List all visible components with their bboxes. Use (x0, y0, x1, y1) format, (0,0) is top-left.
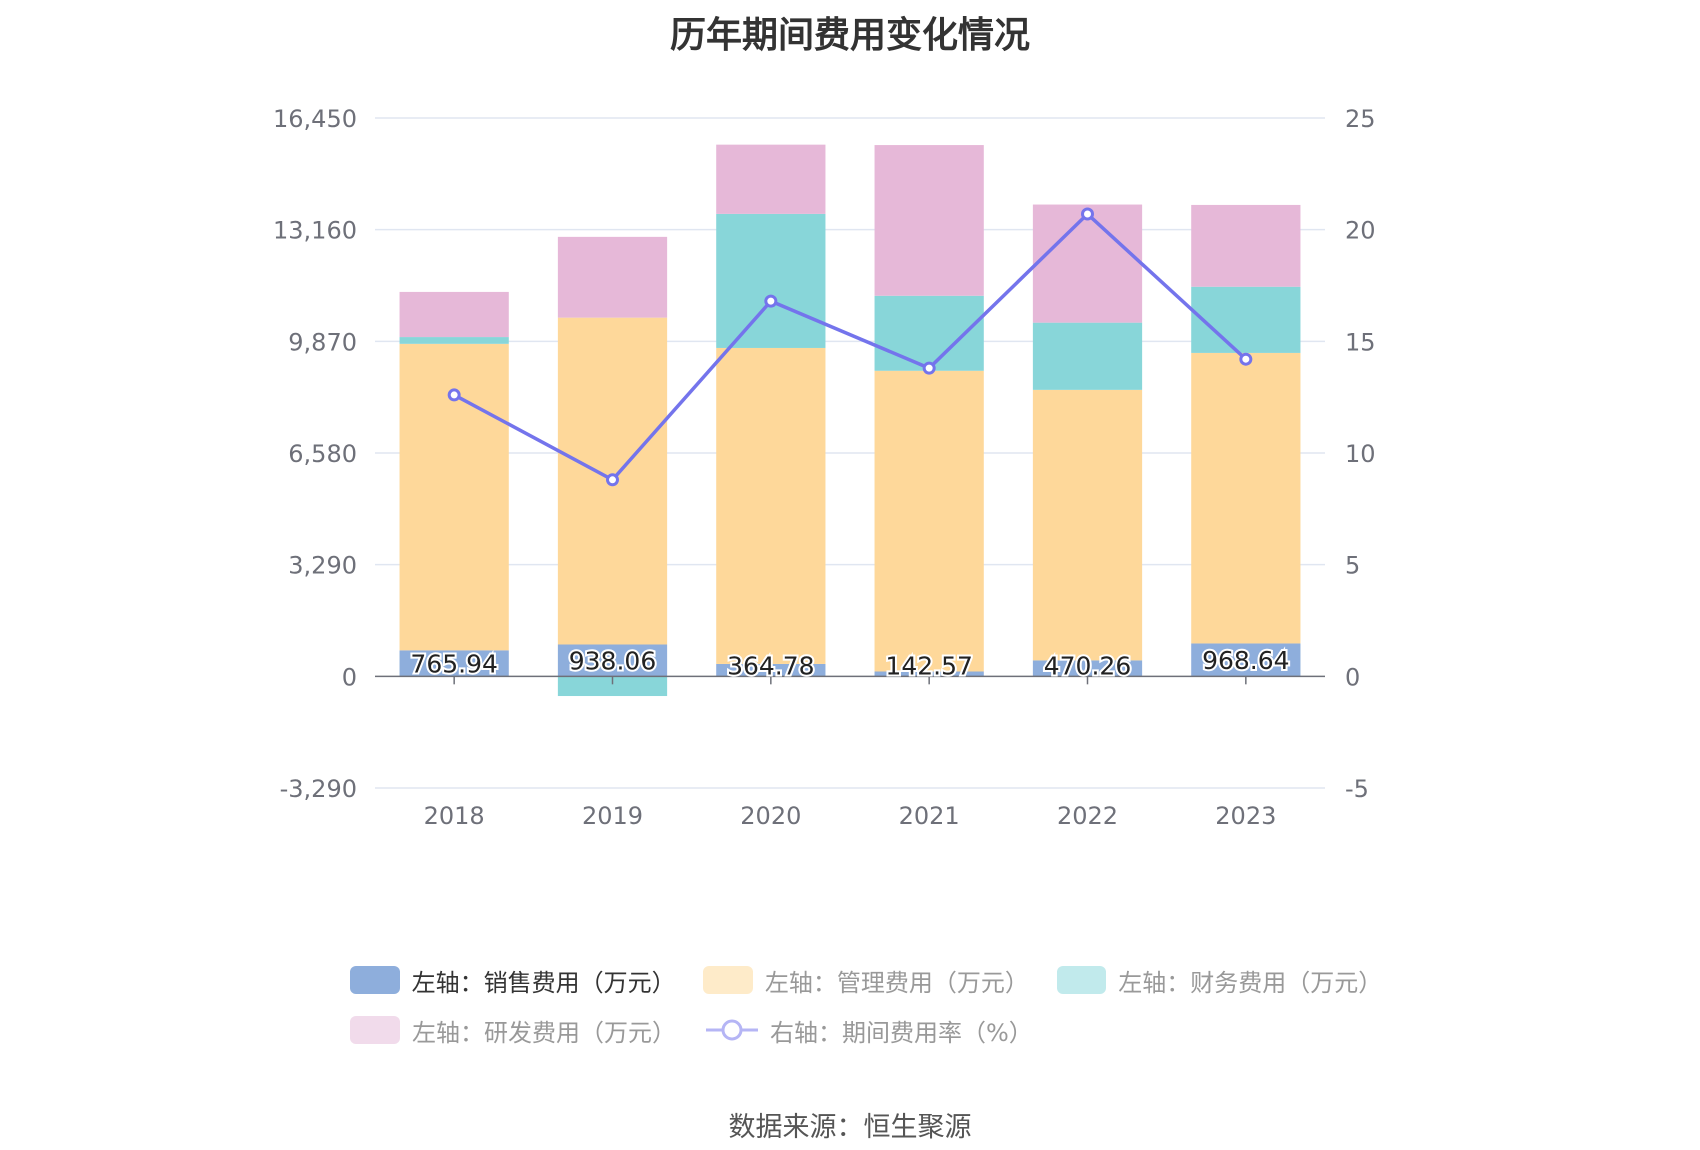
bar-segment (874, 145, 984, 296)
legend-line-rate-icon (706, 1019, 758, 1041)
axis-layer: 16,450 25 13,160 20 9,870 15 6,580 10 3,290 5 0 0 -3… (273, 105, 1376, 830)
bar-segment (1032, 322, 1143, 390)
rate-point (1239, 352, 1253, 366)
bar-segment (557, 644, 668, 677)
rate-point (764, 294, 778, 308)
bar-segment (399, 291, 509, 338)
legend-label-sales: 左轴：销售费用（万元） (411, 968, 676, 997)
bar-data-label: 765.94 (410, 649, 497, 678)
bar-segment (557, 676, 668, 697)
bar-data-label: 968.64 (1202, 646, 1289, 675)
legend-row-1: 左轴：销售费用（万元） 左轴：管理费用（万元） 左轴：财务费用（万元） (350, 955, 1410, 1005)
legend-swatch-finance (1056, 966, 1107, 994)
legend-label-rnd: 左轴：研发费用（万元） (412, 1018, 676, 1047)
legend-item-finance[interactable]: 左轴：财务费用（万元） (1056, 963, 1383, 998)
left-tick-label: 6,580 (288, 440, 357, 468)
left-tick-label: 16,450 (273, 105, 357, 133)
x-tick-label: 2020 (740, 802, 801, 830)
rate-point (922, 361, 936, 375)
right-tick-label: -5 (1345, 775, 1369, 803)
legend-swatch-rnd (350, 1016, 400, 1044)
legend-item-rnd[interactable]: 左轴：研发费用（万元） (350, 1013, 676, 1048)
legend-item-rate[interactable]: 右轴：期间费用率（%） (706, 1013, 1033, 1048)
bar-segment (399, 650, 509, 677)
grid-lines (375, 117, 1325, 789)
data-source: 数据来源：恒生聚源 (728, 1112, 972, 1143)
data-label-layer: 765.94 938.06 364.78 142.57 470.26 968.64 (408, 644, 1291, 682)
bar-segment (557, 236, 668, 318)
right-tick-label: 10 (1345, 440, 1376, 468)
left-tick-label: 13,160 (273, 217, 357, 245)
right-tick-label: 5 (1345, 552, 1360, 580)
bar-data-label: 142.57 (885, 651, 972, 680)
bar-segment (716, 347, 826, 664)
x-tick-label: 2019 (582, 802, 643, 830)
rate-point (1081, 207, 1094, 221)
legend-label-finance: 左轴：财务费用（万元） (1118, 968, 1383, 997)
rate-point (447, 388, 461, 402)
bar-data-label: 470.26 (1044, 651, 1131, 680)
bar-segment (716, 663, 826, 677)
chart-title: 历年期间费用变化情况 (669, 15, 1030, 56)
bar-segment (874, 671, 984, 677)
x-tick-label: 2022 (1057, 802, 1118, 830)
x-tick-label: 2023 (1215, 802, 1276, 830)
bar-segment (1191, 204, 1301, 287)
bar-data-label: 364.78 (727, 651, 814, 680)
left-tick-label: 9,870 (288, 328, 357, 356)
left-tick-label: 3,290 (288, 552, 357, 580)
bar-segment (1191, 643, 1301, 677)
legend-label-admin: 左轴：管理费用（万元） (764, 968, 1029, 997)
bar-segment (716, 144, 826, 214)
rate-point (606, 473, 619, 487)
legend-swatch-sales (350, 966, 400, 994)
left-tick-label: 0 (342, 663, 357, 691)
bar-segment (1191, 352, 1301, 644)
right-tick-label: 0 (1345, 663, 1360, 691)
bar-segment (1032, 204, 1143, 323)
bar-data-label: 938.06 (569, 646, 656, 675)
legend-item-admin[interactable]: 左轴：管理费用（万元） (703, 963, 1029, 998)
legend-label-rate: 右轴：期间费用率（%） (770, 1018, 1033, 1047)
bar-segment (874, 370, 984, 672)
legend-item-sales[interactable]: 左轴：销售费用（万元） (350, 963, 676, 998)
right-tick-label: 25 (1345, 105, 1376, 133)
legend: 左轴：销售费用（万元） 左轴：管理费用（万元） 左轴：财务费用（万元） 左轴：研… (350, 955, 1410, 1055)
bar-segment (1191, 286, 1301, 353)
bar-segment (399, 337, 509, 344)
legend-row-2: 左轴：研发费用（万元） 右轴：期间费用率（%） (350, 1005, 1410, 1055)
x-tick-label: 2021 (899, 802, 960, 830)
line-layer (447, 207, 1253, 487)
x-tick-label: 2018 (424, 802, 485, 830)
bar-segment (1032, 389, 1143, 661)
right-tick-label: 20 (1345, 217, 1376, 245)
legend-swatch-admin (703, 966, 753, 994)
rate-line (453, 211, 1248, 482)
right-tick-label: 15 (1345, 328, 1376, 356)
bar-segment (1032, 660, 1143, 677)
bar-layer (399, 144, 1301, 697)
left-tick-label: -3,290 (280, 775, 357, 803)
bar-segment (716, 213, 826, 348)
